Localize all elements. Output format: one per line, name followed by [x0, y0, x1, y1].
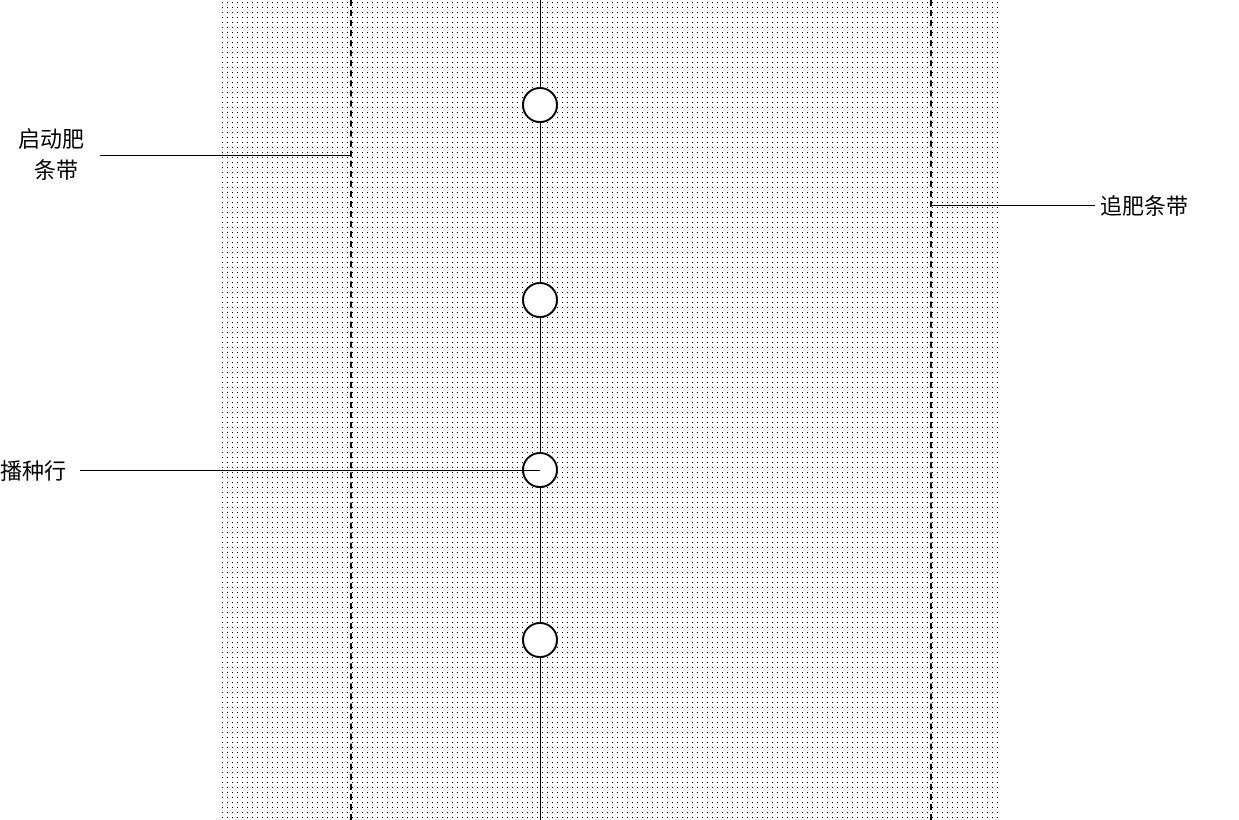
- topdressing-label: 追肥条带: [1100, 192, 1188, 223]
- diagram-container: 启动肥 条带 播种行 追肥条带: [0, 0, 1239, 820]
- starter-fertilizer-label-line1: 启动肥: [18, 127, 84, 152]
- seed-circle-1: [522, 87, 558, 123]
- seed-circle-4: [522, 622, 558, 658]
- seeding-row-leader: [80, 470, 540, 471]
- topdressing-line: [930, 0, 932, 820]
- starter-fertilizer-label-line2: 条带: [34, 158, 78, 183]
- seed-circle-2: [522, 282, 558, 318]
- topdressing-leader: [930, 205, 1095, 206]
- dotted-background-region: [220, 0, 1000, 820]
- starter-fertilizer-label: 启动肥 条带: [18, 125, 84, 187]
- starter-fertilizer-line: [350, 0, 352, 820]
- seeding-row-line: [540, 0, 541, 820]
- seeding-row-label: 播种行: [0, 457, 66, 488]
- starter-fertilizer-leader: [100, 155, 350, 156]
